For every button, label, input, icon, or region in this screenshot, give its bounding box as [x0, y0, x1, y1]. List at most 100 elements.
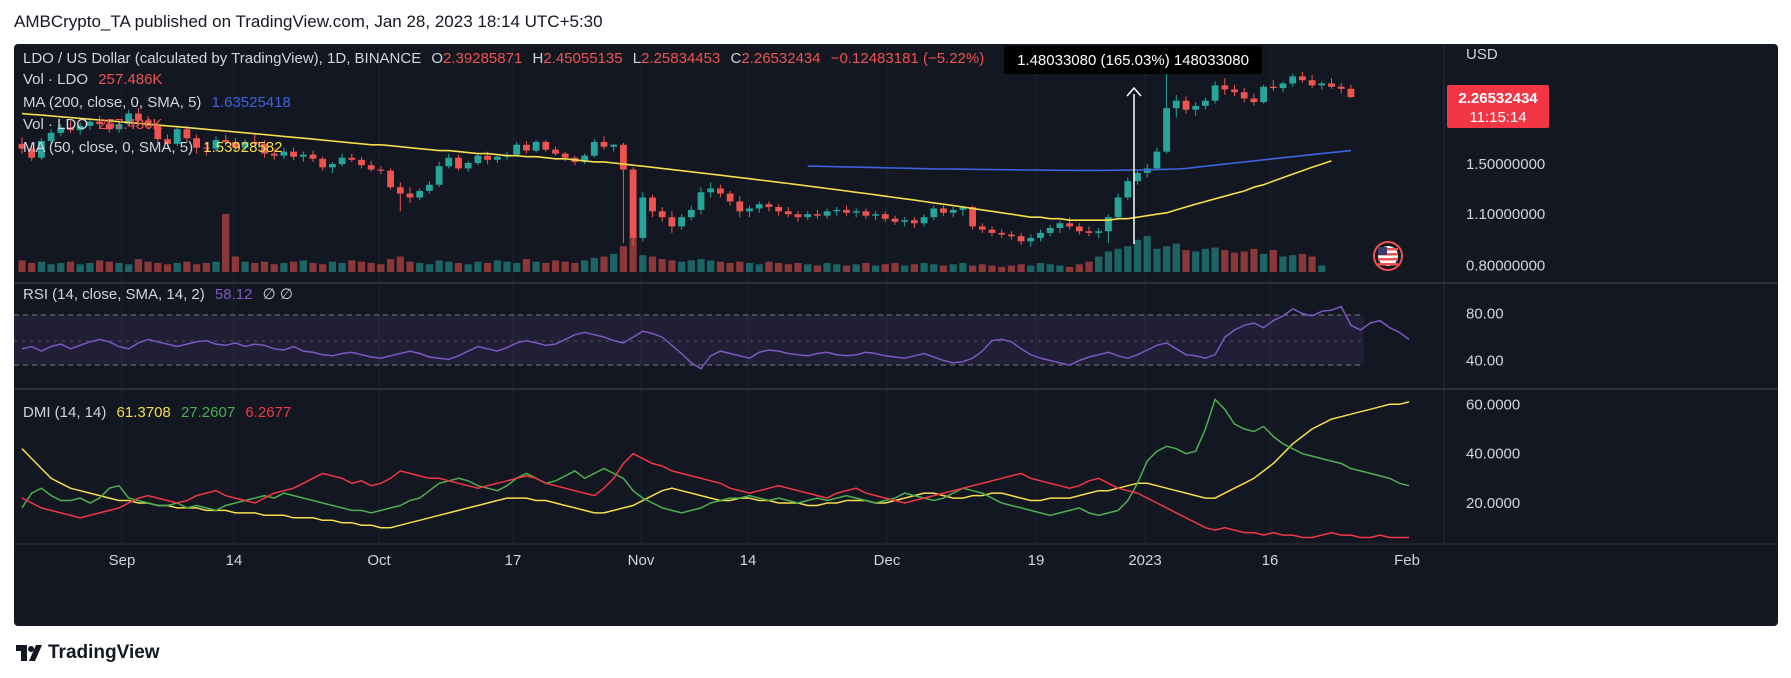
ma200-line — [807, 149, 1351, 172]
candle-body — [1056, 223, 1064, 229]
candle-body — [28, 148, 36, 158]
time-axis-label: Feb — [1394, 552, 1420, 569]
legend-dmi-minus-value: 6.2677 — [245, 404, 291, 421]
volume-bar — [823, 262, 831, 272]
candle-body — [542, 141, 550, 150]
volume-bar — [493, 260, 501, 272]
us-flag-icon[interactable] — [1373, 241, 1403, 271]
candle-body — [86, 121, 94, 126]
volume-bar — [648, 256, 657, 272]
candle-body — [57, 127, 65, 133]
candle-body — [1299, 76, 1306, 81]
publisher-bar: AMBCrypto_TA published on TradingView.co… — [0, 0, 1791, 44]
volume-bar — [1007, 265, 1015, 272]
candle-body — [348, 157, 356, 160]
publisher-text: AMBCrypto_TA published on TradingView.co… — [14, 12, 603, 31]
volume-bar — [610, 253, 618, 272]
candle-body — [202, 147, 210, 149]
legend-dmi: DMI (14, 14) 61.3708 27.2607 6.2677 — [23, 404, 291, 421]
candle-body — [969, 207, 976, 227]
time-axis[interactable]: Sep 14 Oct 17 Nov 14 Dec 19 2023 16 Feb — [109, 552, 1420, 569]
volume-bar — [881, 264, 889, 272]
candle-body — [1075, 226, 1083, 232]
legend-dmi-label[interactable]: DMI (14, 14) — [23, 404, 106, 421]
legend-rsi-extra: ∅ ∅ — [263, 286, 293, 303]
rsi-axis[interactable]: 80.00 40.00 — [1466, 306, 1504, 370]
candle-body — [1337, 86, 1345, 89]
legend-ma200-label[interactable]: MA (200, close, 0, SMA, 5) — [23, 94, 201, 111]
candle-layer[interactable] — [18, 69, 1355, 247]
volume-bar — [47, 264, 55, 272]
chart-svg[interactable]: 1.48033080 (165.03%) 148033080 LDO / US … — [14, 44, 1778, 626]
candle-body — [775, 207, 782, 212]
legend-volume: Vol · LDO 257.486K — [23, 71, 162, 88]
time-axis-label: Nov — [628, 552, 655, 569]
volume-bar — [1066, 266, 1074, 272]
volume-bar — [639, 255, 647, 272]
volume-bar — [445, 261, 453, 272]
volume-bar — [969, 265, 977, 272]
volume-bar — [765, 261, 773, 272]
measure-label-box[interactable] — [1004, 46, 1262, 74]
candle-body — [532, 141, 540, 151]
candle-body — [911, 220, 918, 224]
volume-bar — [37, 261, 45, 272]
tradingview-logo[interactable]: TradingView — [16, 642, 160, 664]
candle-body — [552, 149, 559, 154]
volume-bar — [1240, 251, 1248, 272]
volume-bar — [28, 262, 36, 272]
candle-body — [717, 188, 724, 194]
legend-rsi-label[interactable]: RSI (14, close, SMA, 14, 2) — [23, 286, 205, 303]
chart-canvas[interactable]: 1.48033080 (165.03%) 148033080 LDO / US … — [14, 44, 1778, 626]
legend-high-label: H — [532, 50, 543, 67]
volume-bar — [1308, 256, 1316, 272]
candle-body — [620, 144, 627, 170]
legend-close-label: C — [731, 50, 742, 67]
candle-body — [358, 159, 365, 166]
currency-label: USD — [1466, 46, 1498, 63]
tradingview-logo-icon — [16, 645, 42, 661]
price-axis[interactable]: 1.50000000 1.10000000 0.80000000 — [1466, 156, 1545, 275]
volume-bar — [57, 262, 65, 272]
legend-ma50-label[interactable]: MA (50, close, 0, SMA, 5) — [23, 139, 193, 156]
time-axis-label: Oct — [367, 552, 391, 569]
volume-bar — [1298, 253, 1306, 272]
grid-layer — [121, 44, 1271, 544]
candle-body — [193, 138, 200, 148]
legend-symbol[interactable]: LDO / US Dollar (calculated by TradingVi… — [23, 50, 421, 67]
dmi-plus-line — [21, 397, 1410, 517]
candle-body — [1250, 98, 1258, 103]
candle-body — [610, 144, 618, 147]
time-axis-label: 17 — [505, 552, 522, 569]
candle-body — [445, 157, 453, 167]
candle-body — [464, 162, 472, 169]
volume-bar — [551, 260, 560, 272]
legend-open-label: O — [431, 50, 443, 67]
candle-body — [881, 214, 889, 219]
volume-bar — [387, 259, 395, 272]
candle-body — [474, 155, 482, 163]
candle-body — [1192, 105, 1200, 110]
candle-body — [1221, 85, 1229, 90]
volume-bar — [154, 262, 162, 272]
volume-bar — [872, 265, 880, 272]
candle-body — [590, 141, 598, 156]
measure-arrow-head[interactable] — [1126, 86, 1142, 97]
volume-bar — [299, 260, 307, 272]
legend-volume-label[interactable]: Vol · LDO — [23, 71, 88, 88]
volume-bar — [561, 261, 569, 272]
volume-bar — [134, 259, 142, 272]
time-axis-label: 19 — [1028, 552, 1045, 569]
rsi-axis-label: 80.00 — [1466, 306, 1504, 323]
dmi-axis[interactable]: 60.0000 40.0000 20.0000 — [1466, 396, 1520, 512]
tradingview-logo-text: TradingView — [48, 642, 160, 663]
volume-bar — [755, 264, 763, 272]
volume-bar — [1163, 246, 1171, 272]
volume-layer — [18, 214, 1326, 272]
volume-bar — [1114, 248, 1122, 272]
volume-bar — [571, 262, 579, 272]
volume-bar — [687, 260, 695, 272]
time-axis-label: Dec — [874, 552, 901, 569]
legend-ma50-value: 1.53928582 — [203, 139, 282, 156]
candle-body — [687, 209, 695, 218]
